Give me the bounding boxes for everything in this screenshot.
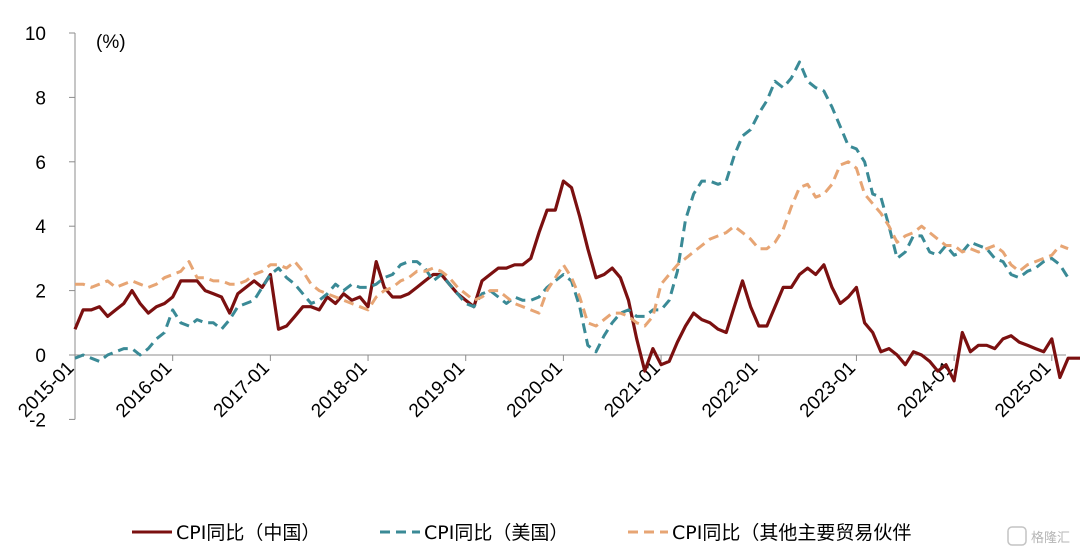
- watermark-text: 格隆汇: [1031, 530, 1070, 546]
- x-tick-label: 2023-01: [796, 358, 860, 422]
- x-tick-label: 2019-01: [405, 358, 469, 422]
- legend-label-0: CPI同比（中国）: [176, 522, 320, 544]
- y-tick-label: 0: [35, 346, 46, 367]
- x-tick-label: 2017-01: [210, 358, 274, 422]
- x-tick-label: 2015-01: [14, 358, 78, 422]
- watermark-logo-icon: [1007, 526, 1027, 546]
- x-tick-label: 2018-01: [307, 358, 371, 422]
- series-line-0: [73, 179, 1080, 383]
- x-tick-label: 2021-01: [600, 358, 664, 422]
- y-axis-label: (%): [96, 32, 126, 53]
- x-tick-label: 2025-01: [991, 358, 1055, 422]
- series-lines: [73, 60, 1080, 383]
- y-tick-label: 6: [35, 153, 46, 174]
- legend-label-1: CPI同比（美国）: [424, 522, 568, 544]
- watermark: 格隆汇: [1007, 526, 1070, 546]
- y-tick-label: 8: [35, 88, 46, 109]
- series-line-1: [74, 60, 1070, 363]
- y-tick-label: 10: [25, 24, 46, 45]
- legend: CPI同比（中国） CPI同比（美国） CPI同比（其他主要贸易伙伴: [132, 522, 911, 544]
- y-tick-label: 4: [35, 217, 46, 238]
- x-tick-label: 2022-01: [698, 358, 762, 422]
- x-tick-label: 2020-01: [503, 358, 567, 422]
- y-tick-label: 2: [35, 282, 46, 303]
- x-tick-label: 2016-01: [112, 358, 176, 422]
- series-line-2: [75, 160, 1069, 328]
- y-tick-label: -2: [29, 410, 46, 431]
- legend-label-2: CPI同比（其他主要贸易伙伴: [672, 522, 911, 544]
